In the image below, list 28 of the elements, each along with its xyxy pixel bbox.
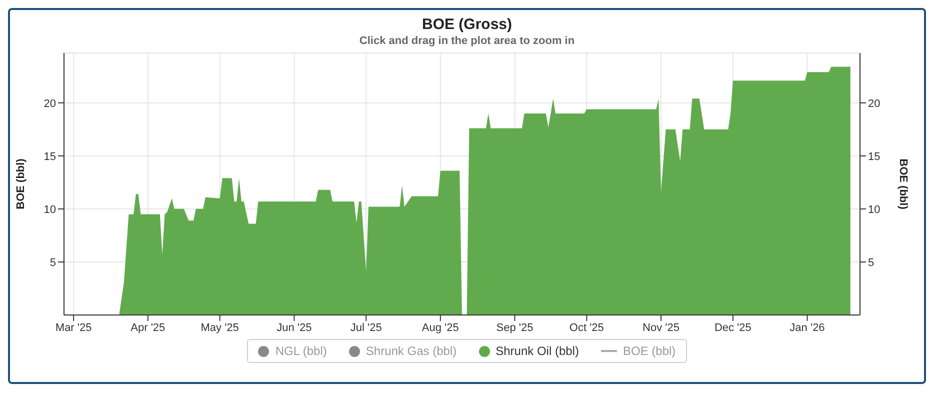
y2-tick-label: 15 [868, 150, 880, 163]
y-tick-label: 5 [50, 256, 56, 269]
x-tick-label: Sep '25 [496, 322, 534, 334]
legend-label: Shrunk Oil (bbl) [496, 344, 579, 358]
y-tick-label: 10 [44, 204, 56, 216]
legend-label: Shrunk Gas (bbl) [366, 344, 457, 358]
y-axis-title: BOE (bbl) [14, 158, 27, 210]
y2-tick-label: 10 [868, 204, 880, 216]
x-tick-label: Dec '25 [714, 322, 752, 334]
legend-label: BOE (bbl) [622, 344, 676, 358]
x-tick-label: Apr '25 [130, 322, 166, 334]
y2-axis-title: BOE (bbl) [897, 158, 910, 210]
chart-subtitle: Click and drag in the plot area to zoom in [358, 35, 576, 47]
y-tick-label: 20 [44, 98, 56, 110]
legend-label: NGL (bbl) [275, 344, 327, 358]
y2-tick-label: 20 [868, 98, 880, 110]
card-frame: BOE (Gross) Click and drag in the plot area to zoom in Mar '25 Apr '25 May '25 Jun '25 Jul '25 Aug '25 Sep '25 Oct '25 Nov '25 Dec '25 Jan '26 5 10 15 20 BOE (bbl) 5 10 15 20 BOE (bbl) NGL (bbl) Shrunk Gas (bbl) Shrunk Oil (bbl) BOE (bbl) [8, 8, 926, 384]
y2-tick-label: 5 [868, 256, 874, 269]
x-tick-label: Jan '26 [790, 322, 825, 334]
x-tick-label: Nov '25 [642, 322, 680, 334]
x-tick-label: Jul '25 [350, 322, 382, 334]
x-tick-label: Jun '25 [276, 322, 312, 334]
chart-title: BOE (Gross) [420, 16, 513, 33]
x-tick-label: Oct '25 [569, 322, 604, 334]
y-tick-label: 15 [44, 150, 56, 163]
x-tick-label: Aug '25 [422, 322, 459, 334]
x-tick-label: Mar '25 [55, 322, 92, 334]
x-tick-label: May '25 [200, 322, 239, 334]
